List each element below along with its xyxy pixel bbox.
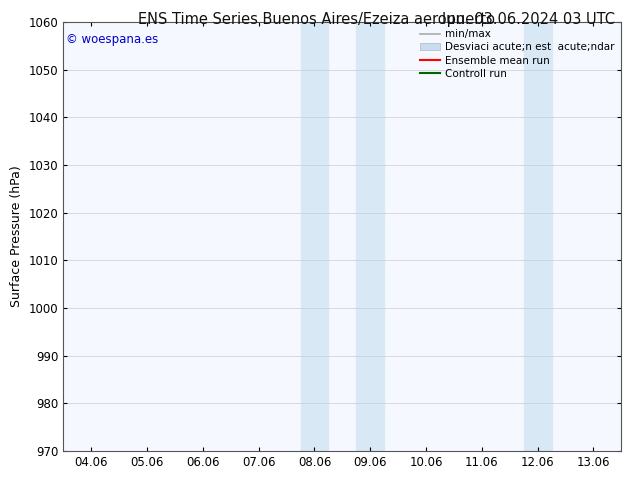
Legend: min/max, Desviaci acute;n est  acute;ndar, Ensemble mean run, Controll run: min/max, Desviaci acute;n est acute;ndar… [415,25,618,83]
Text: lun. 03.06.2024 03 UTC: lun. 03.06.2024 03 UTC [442,12,615,27]
Bar [524,22,552,451]
Y-axis label: Surface Pressure (hPa): Surface Pressure (hPa) [10,166,23,307]
Text: © woespana.es: © woespana.es [66,33,158,46]
Text: ENS Time Series Buenos Aires/Ezeiza aeropuerto: ENS Time Series Buenos Aires/Ezeiza aero… [138,12,496,27]
Bar [301,22,328,451]
Bar [356,22,384,451]
